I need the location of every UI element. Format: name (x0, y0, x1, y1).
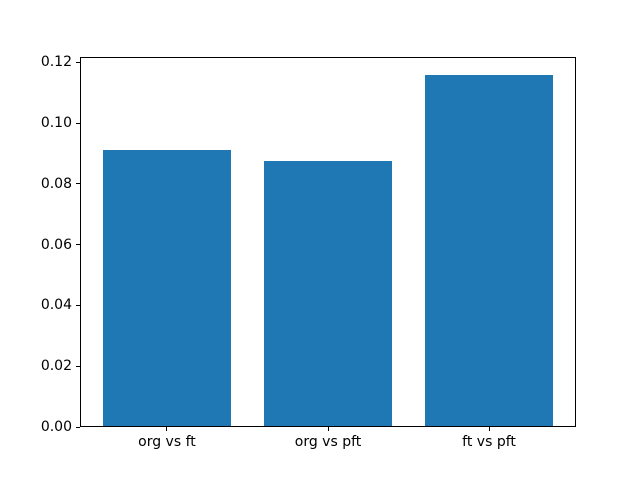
bar-org-vs-pft (263, 161, 393, 427)
y-tick-mark (76, 183, 80, 185)
x-tick-label: ft vs pft (462, 434, 516, 450)
y-tick-label: 0.06 (40, 236, 72, 253)
x-tick-label: org vs pft (294, 434, 362, 450)
y-tick-mark (76, 122, 80, 124)
y-tick-label: 0.02 (40, 358, 72, 375)
y-tick-label: 0.00 (40, 419, 72, 435)
x-tick-label: org vs ft (138, 434, 196, 450)
y-tick-label: 0.10 (40, 115, 72, 132)
y-tick-mark (76, 304, 80, 306)
y-tick-mark (76, 244, 80, 246)
x-tick-mark (327, 427, 329, 431)
y-tick-label: 0.04 (40, 297, 72, 314)
y-tick-mark (76, 61, 80, 63)
y-tick-mark (76, 365, 80, 367)
x-tick-mark (166, 427, 168, 431)
bar-org-vs-ft (102, 149, 232, 427)
bar-ft-vs-pft (424, 74, 554, 427)
x-tick-mark (488, 427, 490, 431)
y-tick-label: 0.08 (40, 175, 72, 192)
y-tick-mark (76, 426, 80, 428)
y-tick-label: 0.12 (40, 54, 72, 71)
plot-area (80, 57, 576, 427)
